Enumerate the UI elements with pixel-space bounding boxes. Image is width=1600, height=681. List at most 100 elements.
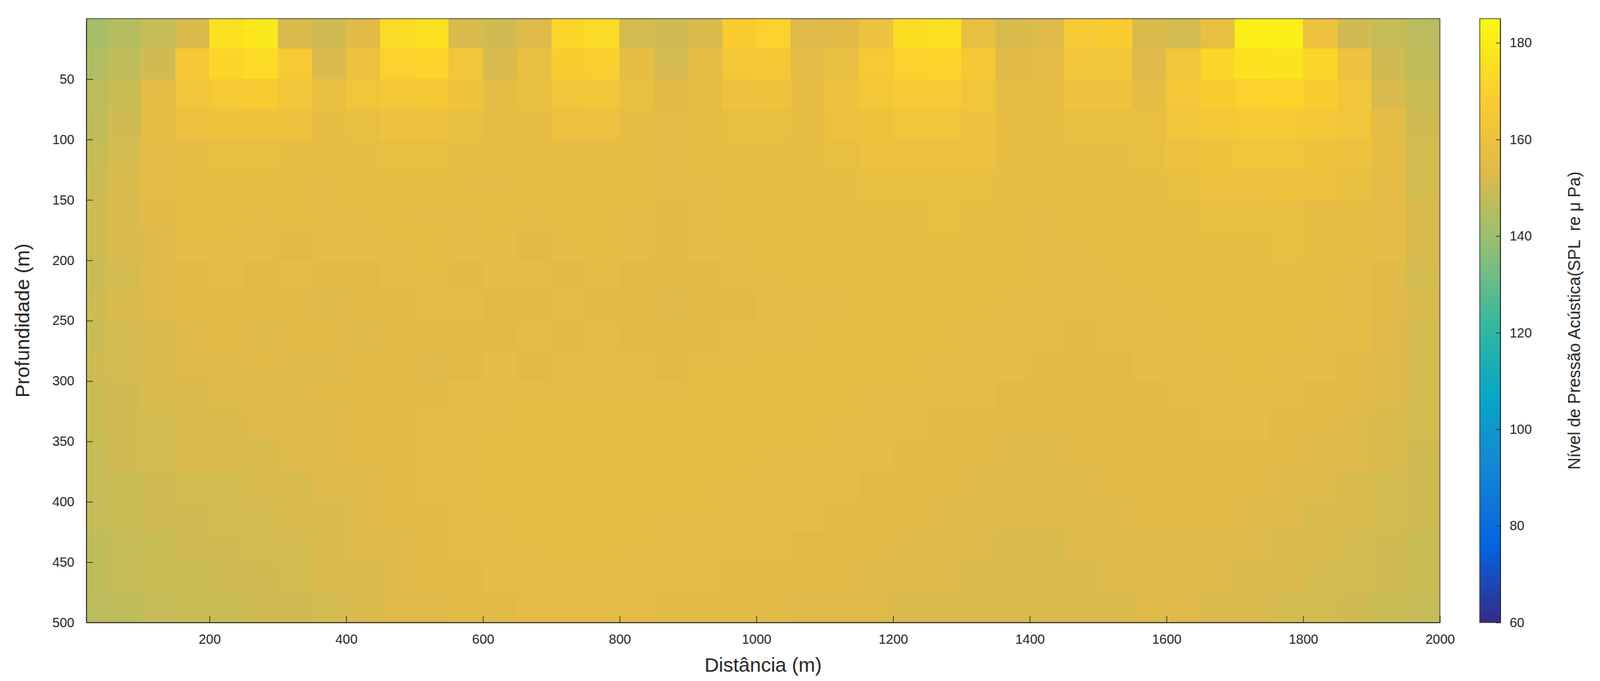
heat-cell (859, 290, 894, 321)
heat-cell (790, 200, 826, 231)
heat-cell (1063, 562, 1099, 593)
heat-cell (483, 501, 518, 533)
heat-cell (653, 290, 689, 321)
heat-cell (1098, 200, 1133, 231)
heat-cell (483, 139, 518, 171)
tick-label: 800 (608, 631, 631, 647)
heat-cell (756, 501, 791, 533)
heat-cell (585, 471, 620, 503)
heat-cell (1337, 108, 1373, 140)
heat-cell (893, 229, 928, 261)
heat-cell (175, 441, 210, 472)
heat-cell (1029, 380, 1065, 412)
heat-cell (619, 562, 654, 593)
plot-frame (86, 18, 1440, 623)
heat-cell (140, 380, 176, 412)
heat-cell (790, 501, 826, 533)
heat-cell (1371, 169, 1406, 200)
heat-cell (1063, 411, 1099, 442)
tick-label: 60 (1509, 615, 1525, 630)
heat-cell (1200, 501, 1236, 533)
tick: 1600 (1152, 615, 1183, 647)
heat-cell (516, 79, 552, 110)
heat-cell (483, 320, 518, 352)
heat-cell (209, 471, 244, 503)
heat-cell (175, 229, 210, 261)
heat-cell (1234, 562, 1270, 593)
heat-cell (551, 380, 587, 412)
heat-cell (1166, 290, 1201, 321)
heat-cell (346, 320, 381, 352)
heat-cell (859, 229, 894, 261)
heat-cell (859, 471, 894, 503)
heat-cell (346, 441, 381, 472)
heat-cell (243, 79, 279, 110)
heat-cell (995, 471, 1030, 503)
heat-cell (722, 108, 757, 140)
heat-cell (277, 200, 313, 231)
heat-cell (961, 562, 997, 593)
heat-cell (175, 139, 210, 171)
heat-cell (209, 441, 244, 472)
heat-cell (1098, 471, 1133, 503)
heat-cell (1200, 350, 1236, 382)
heat-cell (1166, 18, 1201, 50)
heat-cell (346, 532, 381, 563)
heat-cell (1132, 290, 1167, 321)
heat-cell (824, 229, 860, 261)
heat-cell (175, 350, 210, 382)
heat-cell (209, 320, 244, 352)
heat-cell (414, 411, 450, 442)
heat-cell (1302, 532, 1338, 563)
heat-cell (516, 350, 552, 382)
heat-cell (414, 48, 450, 80)
heat-cell (893, 592, 928, 623)
heat-cell (346, 229, 381, 261)
heat-cell (106, 48, 142, 80)
tick-label: 500 (52, 615, 75, 630)
heat-cell (1405, 441, 1440, 472)
heat-cell (961, 501, 997, 533)
tick-label: 1000 (741, 631, 772, 647)
heat-cell (1302, 139, 1338, 171)
heat-cell (277, 471, 313, 503)
heat-cell (243, 18, 279, 50)
heat-cell (414, 350, 450, 382)
tick: 140 (1495, 228, 1532, 244)
heat-cell (483, 200, 518, 231)
heat-cell (1200, 169, 1236, 200)
tick-mark (1495, 526, 1501, 527)
heat-cell (1132, 471, 1167, 503)
heat-cell (243, 532, 279, 563)
heat-cell (687, 320, 723, 352)
heat-cell (653, 592, 689, 623)
heat-cell (483, 260, 518, 292)
heat-cell (551, 79, 587, 110)
heat-cell (551, 441, 587, 472)
heat-cell (722, 290, 757, 321)
heat-cell (1029, 532, 1065, 563)
heat-cell (995, 200, 1030, 231)
tick: 1200 (878, 615, 909, 647)
heat-cell (243, 229, 279, 261)
heat-cell (175, 592, 210, 623)
tick-label: 120 (1509, 325, 1532, 341)
heat-cell (1132, 501, 1167, 533)
heat-cell (380, 441, 415, 472)
heat-cell (346, 79, 381, 110)
heat-cell (756, 200, 791, 231)
heat-cell (619, 411, 654, 442)
heat-cell (756, 229, 791, 261)
heat-cell (1371, 411, 1406, 442)
heat-cell (1098, 380, 1133, 412)
heat-cell (140, 260, 176, 292)
heat-cell (86, 229, 107, 261)
heat-cell (1405, 139, 1440, 171)
heat-cell (346, 169, 381, 200)
heat-cell (1337, 48, 1373, 80)
heat-cell (1405, 48, 1440, 80)
tick-mark (1495, 139, 1501, 141)
heat-cell (687, 169, 723, 200)
heat-cell (1371, 350, 1406, 382)
heat-cell (619, 380, 654, 412)
